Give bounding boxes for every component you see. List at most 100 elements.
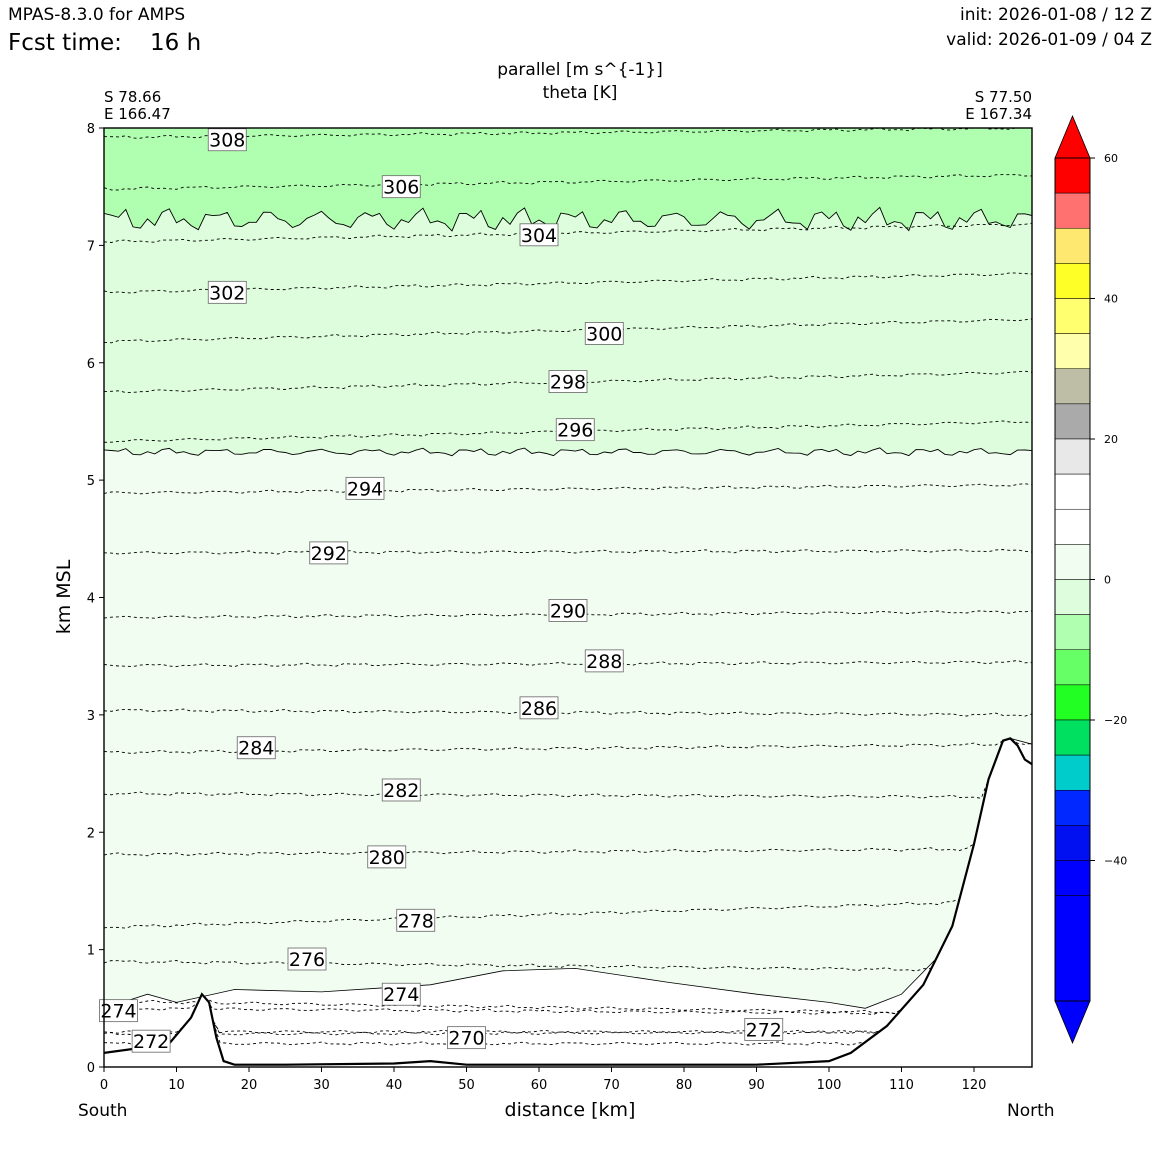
theta-label-302: 302 (209, 282, 245, 304)
x-tick-label: 70 (603, 1078, 620, 1093)
x-tick-label: 40 (386, 1078, 403, 1093)
theta-contour-270 (104, 737, 1032, 1046)
chart-title-line1: parallel [m s^{-1}] (497, 60, 663, 80)
colorbar-bin (1054, 684, 1091, 721)
theta-label-280: 280 (369, 847, 405, 869)
x-right-label: North (1007, 1101, 1055, 1121)
wind-contour-upper (104, 206, 1032, 232)
colorbar-bin (1054, 368, 1091, 405)
theta-contour-288 (104, 660, 1032, 668)
theta-label-298: 298 (550, 372, 586, 394)
colorbar-tick-label: 0 (1104, 574, 1111, 587)
theta-label-box (548, 599, 588, 622)
colorbar-bin (1054, 192, 1091, 229)
colorbar-bin (1054, 263, 1091, 299)
theta-label-292: 292 (311, 543, 347, 565)
theta-label-box (236, 736, 276, 760)
colorbar-bin (1054, 614, 1091, 650)
theta-contour-304 (104, 222, 1032, 243)
theta-label-box (287, 947, 327, 971)
theta-contour-272 (104, 737, 1032, 1036)
theta-label-294: 294 (347, 478, 383, 500)
colorbar-bin (1054, 333, 1091, 369)
init-time: init: 2026-01-08 / 12 Z (959, 5, 1152, 25)
theta-label-272: 272 (133, 1031, 169, 1053)
theta-label-282: 282 (383, 780, 419, 802)
theta-label-box (381, 778, 421, 802)
theta-label-272: 272 (746, 1019, 782, 1041)
colorbar-bin (1054, 298, 1091, 334)
x-axis-label: distance [km] (504, 1099, 636, 1121)
colorbar-bin (1054, 157, 1091, 194)
x-tick-label: 50 (458, 1078, 475, 1093)
theta-label-box (519, 696, 559, 720)
theta-label-274: 274 (100, 1001, 136, 1023)
y-tick-label: 4 (87, 592, 95, 607)
x-tick-label: 100 (817, 1078, 842, 1093)
theta-contour-280 (104, 737, 1032, 857)
theta-label-box (555, 418, 595, 442)
start-lat: S 78.66 (104, 88, 162, 106)
theta-contour-300 (104, 318, 1032, 344)
y-tick-label: 0 (87, 1061, 95, 1076)
y-tick-label: 1 (87, 944, 95, 959)
theta-label-274: 274 (383, 984, 419, 1006)
colorbar-bin (1054, 544, 1091, 580)
y-tick-label: 5 (87, 474, 95, 489)
x-tick-label: 10 (168, 1078, 185, 1093)
theta-label-box (584, 649, 624, 673)
colorbar-tick-label: −40 (1104, 855, 1127, 868)
colorbar-bin (1054, 825, 1091, 861)
theta-label-box (207, 280, 247, 304)
colorbar-bin (1054, 438, 1091, 475)
theta-contour-286 (104, 708, 1032, 717)
theta-label-box (367, 845, 407, 869)
theta-label-box (584, 322, 624, 345)
colorbar-tick-label: 40 (1104, 293, 1118, 306)
theta-label-box (207, 128, 247, 152)
y-tick-label: 8 (87, 122, 95, 137)
theta-label-box (99, 999, 138, 1023)
fcst-time-label: Fcst time: (8, 30, 122, 56)
theta-label-box (744, 1018, 784, 1041)
colorbar-bin (1054, 649, 1091, 686)
theta-contour-274 (104, 737, 1032, 1015)
theta-label-284: 284 (238, 738, 274, 760)
y-tick-label: 6 (87, 357, 95, 372)
theta-label-286: 286 (521, 698, 557, 720)
theta-label-278: 278 (398, 910, 434, 932)
x-tick-label: 20 (241, 1078, 258, 1093)
theta-label-270: 270 (448, 1028, 484, 1050)
x-tick-label: 30 (313, 1078, 330, 1093)
colorbar-over-arrow (1054, 114, 1091, 159)
colorbar-bin (1054, 579, 1091, 615)
theta-label-box (309, 541, 349, 565)
x-tick-label: 0 (100, 1078, 108, 1093)
colorbar-bin (1054, 754, 1091, 791)
terrain-fill (104, 738, 1032, 1067)
colorbar-bin (1054, 860, 1091, 896)
y-tick-label: 7 (87, 239, 95, 254)
theta-contour-274 (104, 737, 1032, 1016)
wind-contour-lower (104, 447, 1032, 457)
theta-label-box (131, 1029, 171, 1053)
theta-contour-282 (104, 737, 1032, 799)
valid-time: valid: 2026-01-09 / 04 Z (946, 30, 1152, 50)
chart-title-line2: theta [K] (542, 83, 618, 103)
x-tick-label: 90 (748, 1078, 765, 1093)
colorbar-under-arrow (1054, 1000, 1091, 1045)
theta-label-304: 304 (521, 225, 557, 247)
colorbar-bin (1054, 719, 1091, 756)
theta-label-296: 296 (557, 420, 593, 442)
theta-contour-292 (104, 549, 1032, 555)
theta-label-box (519, 223, 559, 247)
fcst-time-value: 16 h (150, 30, 202, 56)
theta-contour-306 (104, 174, 1032, 191)
theta-label-box (447, 1026, 486, 1050)
end-lon: E 167.34 (965, 105, 1032, 123)
theta-label-box (548, 370, 588, 393)
theta-label-box (381, 982, 421, 1006)
theta-label-306: 306 (383, 177, 419, 199)
x-tick-label: 80 (676, 1078, 693, 1093)
theta-contour-278 (104, 737, 1032, 929)
